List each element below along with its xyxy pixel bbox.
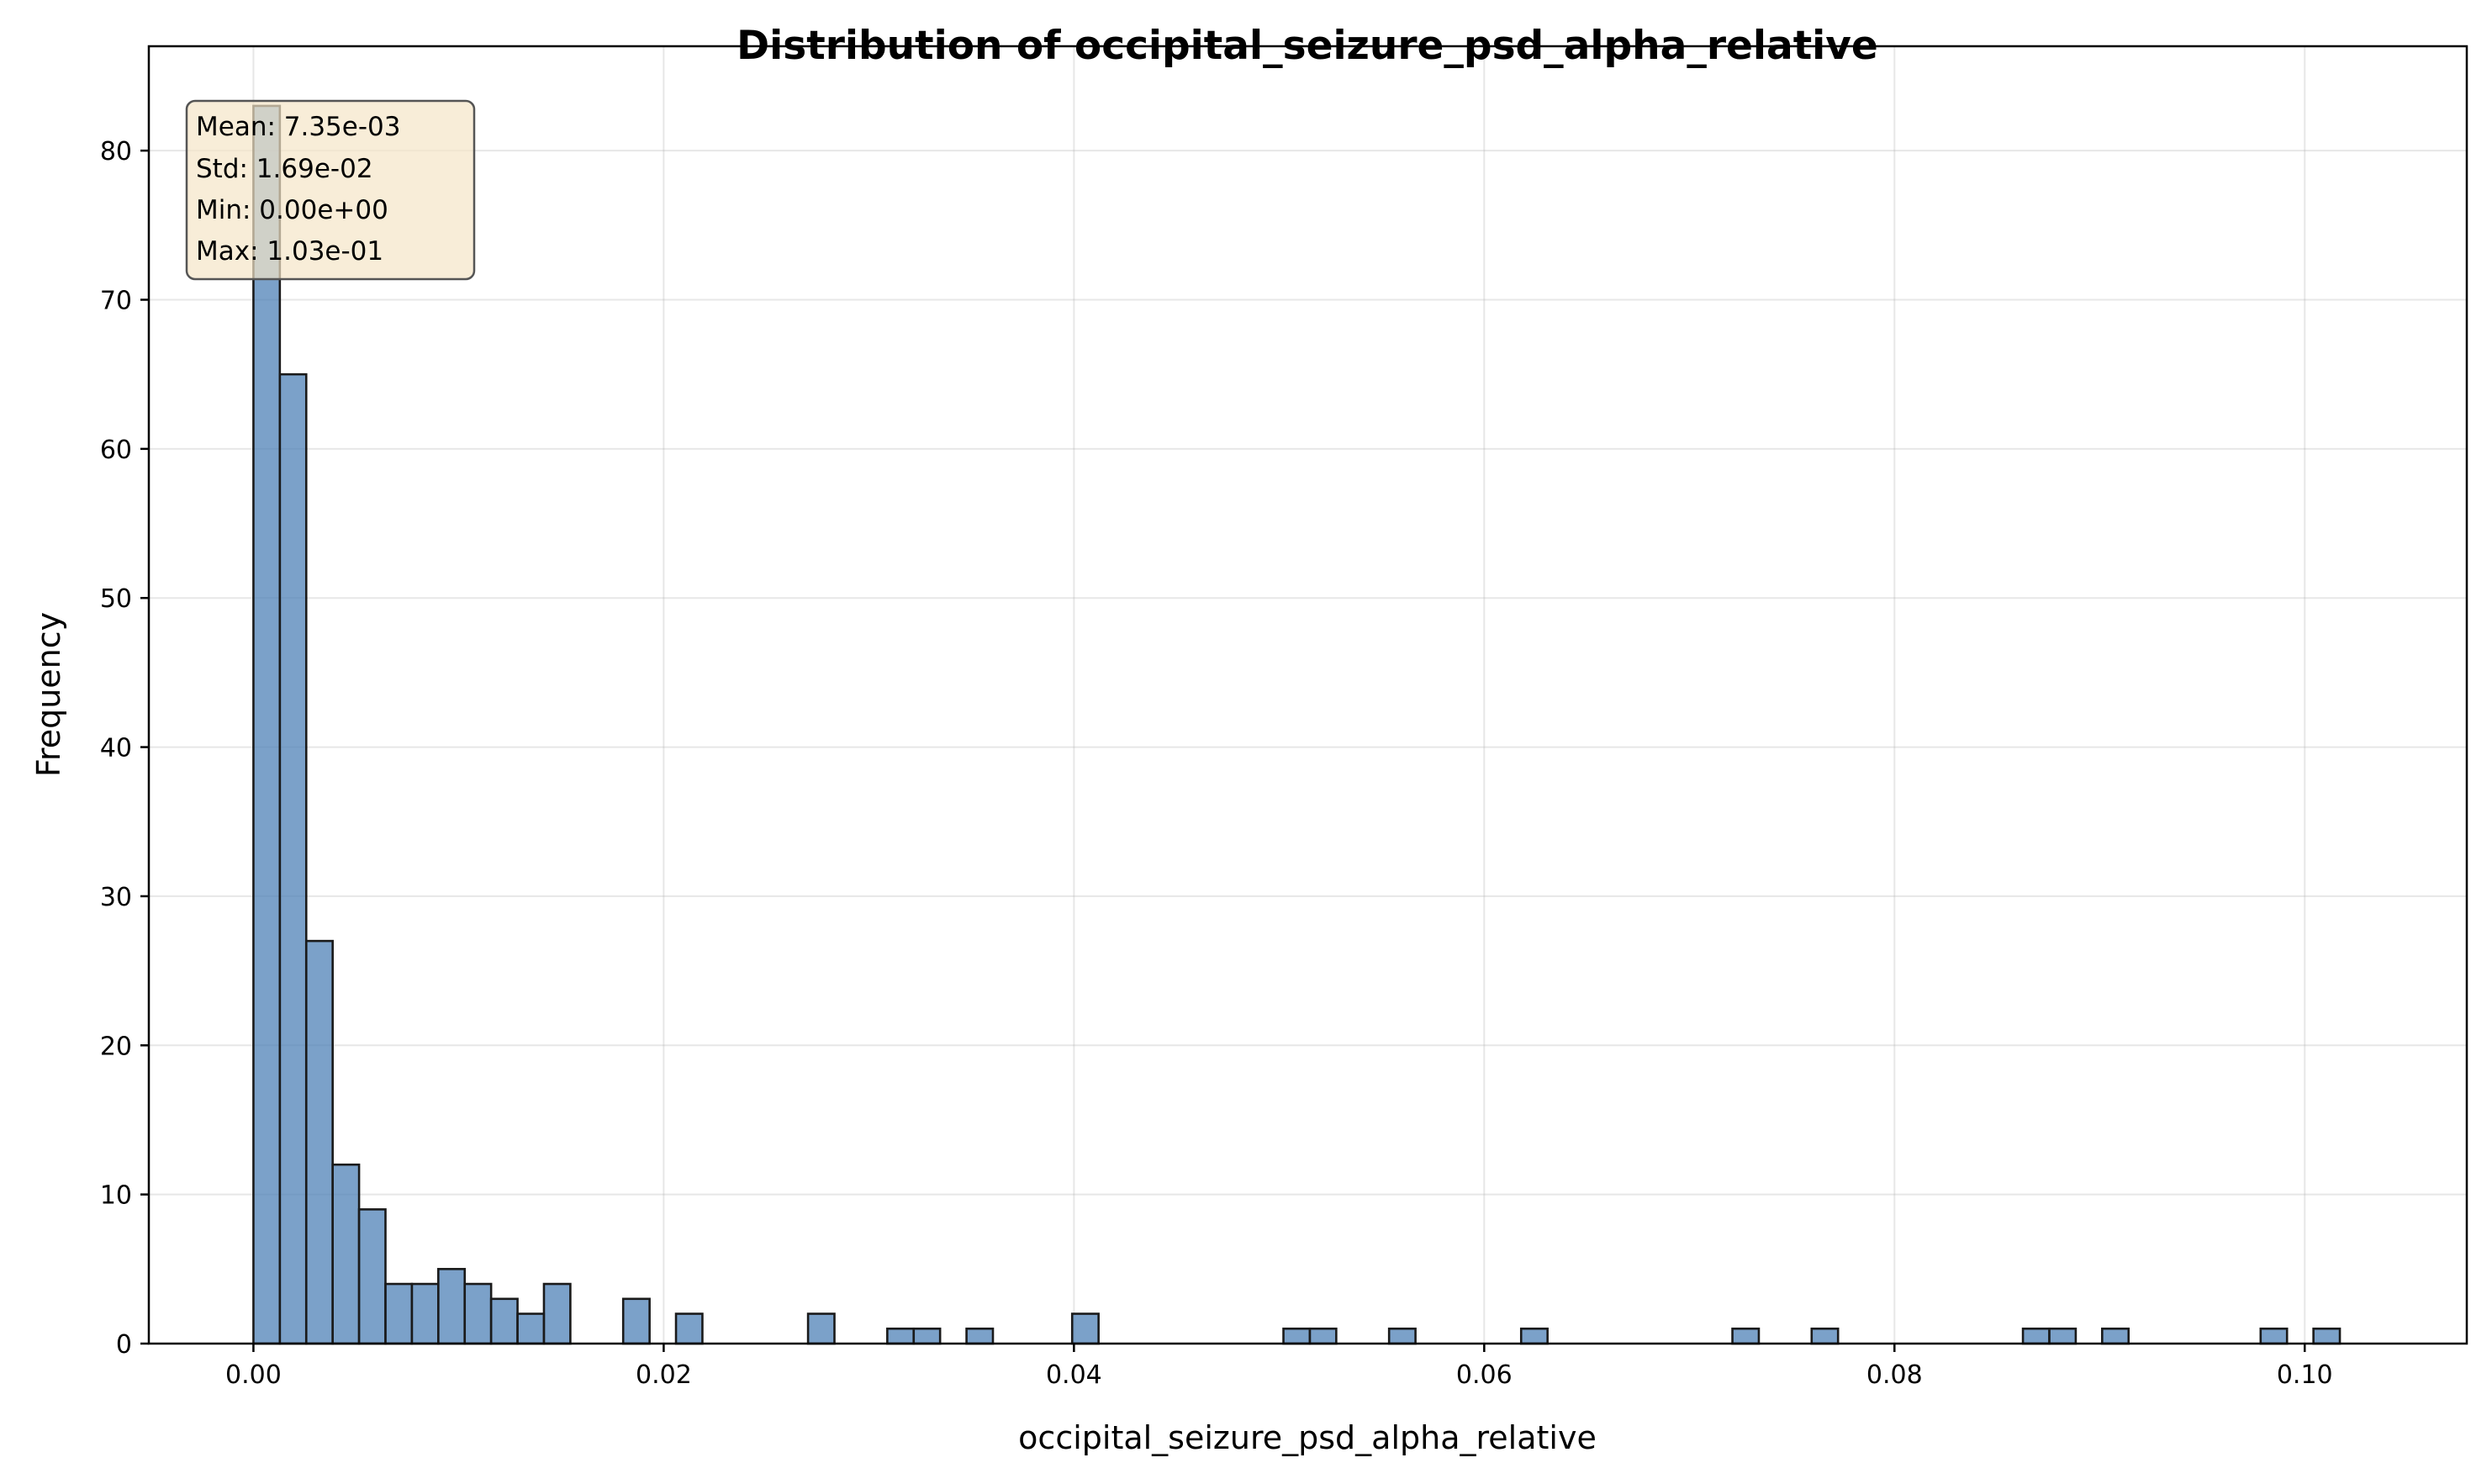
plot-frame	[147, 45, 2468, 1345]
histogram-bar	[1810, 1327, 1840, 1345]
histogram-bar	[252, 104, 282, 1345]
y-tick-label: 0	[116, 1330, 132, 1360]
histogram-bar	[1387, 1327, 1417, 1345]
histogram-bar	[1519, 1327, 1549, 1345]
stats-max: Max: 1.03e-01	[196, 236, 383, 267]
stats-std: Std: 1.69e-02	[196, 154, 373, 184]
x-axis-label: occipital_seizure_psd_alpha_relative	[1018, 1419, 1597, 1456]
histogram-bar	[965, 1327, 995, 1345]
grid-lines	[149, 46, 2467, 1344]
histogram-bar	[278, 372, 308, 1345]
axis-ticks: 0.00 0.02 0.04 0.06 0.08 0.10 0 10 20 30 40 50 60 70 8…	[100, 137, 2333, 1390]
y-tick-label: 40	[100, 734, 132, 763]
histogram-bar	[1070, 1312, 1100, 1345]
histogram-bar	[621, 1297, 651, 1345]
x-tick-label: 0.06	[1456, 1360, 1513, 1390]
y-tick-label: 60	[100, 436, 132, 465]
x-tick-label: 0.04	[1046, 1360, 1102, 1390]
chart-title: Distribution of occipital_seizure_psd_al…	[737, 23, 1878, 69]
y-tick-label: 80	[100, 137, 132, 166]
histogram-bar	[304, 939, 334, 1345]
stats-mean: Mean: 7.35e-03	[196, 112, 401, 142]
histogram-bar	[912, 1327, 942, 1345]
histogram-bar	[886, 1327, 916, 1345]
histogram-bar	[2101, 1327, 2130, 1345]
y-tick-label: 20	[100, 1032, 132, 1061]
stats-box: Mean: 7.35e-03 Std: 1.69e-02 Min: 0.00e+…	[185, 99, 476, 281]
histogram-bar	[2259, 1327, 2289, 1345]
histogram-bar	[437, 1268, 467, 1345]
y-tick-label: 30	[100, 883, 132, 912]
histogram-bar	[806, 1312, 836, 1345]
histogram-bar	[2312, 1327, 2342, 1345]
histogram-bar	[463, 1282, 493, 1345]
y-axis-label: Frequency	[30, 612, 67, 777]
x-tick-label: 0.08	[1866, 1360, 1923, 1390]
plot-area	[149, 46, 2467, 1344]
y-tick-label: 70	[100, 287, 132, 316]
histogram-bar	[542, 1282, 572, 1345]
x-tick-label: 0.00	[225, 1360, 282, 1390]
histogram-bar	[2021, 1327, 2051, 1345]
stats-min: Min: 0.00e+00	[196, 195, 388, 225]
histogram-bar	[1282, 1327, 1312, 1345]
histogram-bar	[2048, 1327, 2078, 1345]
histogram-bar	[489, 1297, 519, 1345]
histogram-bar	[384, 1282, 414, 1345]
histogram-bar	[410, 1282, 440, 1345]
histogram-bar	[331, 1163, 361, 1345]
y-tick-label: 10	[100, 1181, 132, 1211]
histogram-bar	[516, 1312, 546, 1345]
histogram-bar	[1731, 1327, 1761, 1345]
x-tick-label: 0.02	[636, 1360, 692, 1390]
stats-box-background	[185, 99, 476, 281]
y-tick-label: 50	[100, 584, 132, 614]
histogram-bar	[674, 1312, 704, 1345]
histogram-bar	[357, 1208, 387, 1345]
x-tick-label: 0.10	[2277, 1360, 2333, 1390]
histogram-bar	[1308, 1327, 1338, 1345]
